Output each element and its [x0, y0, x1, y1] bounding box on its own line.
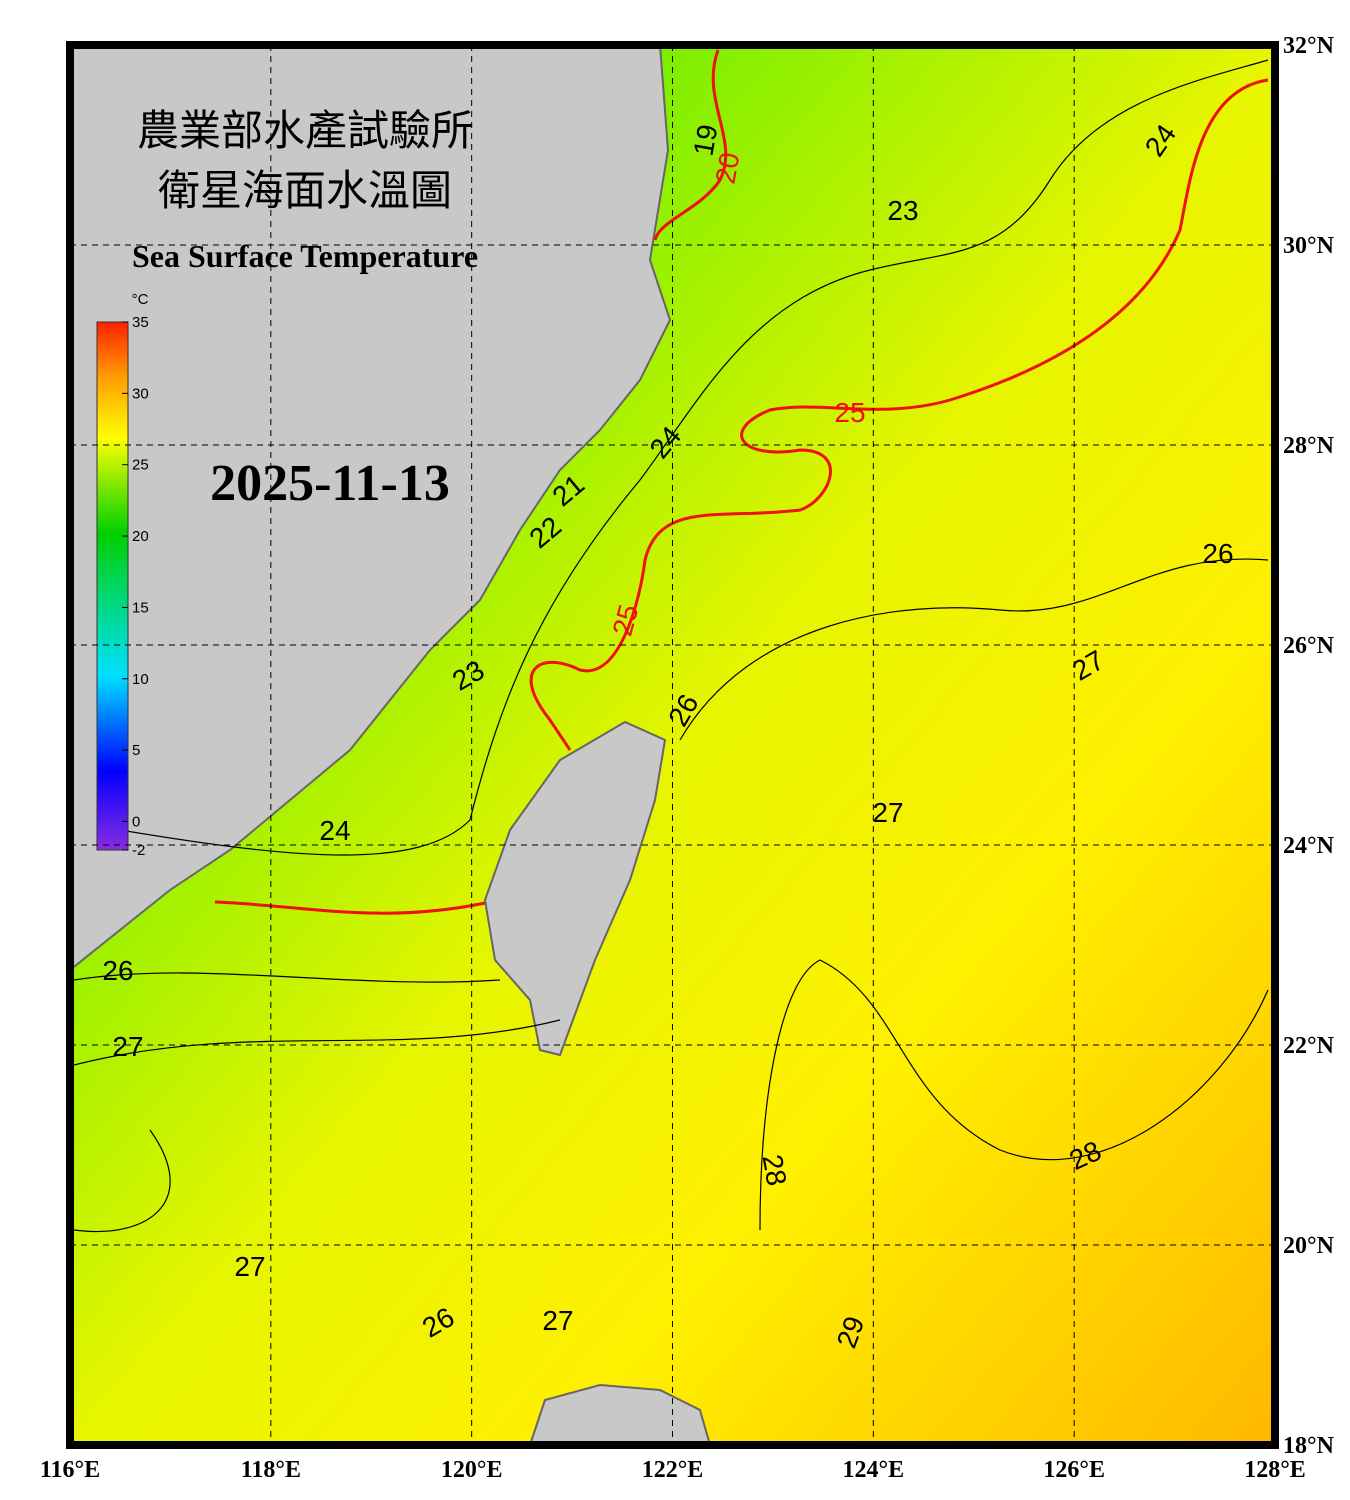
lat-label: 18°N	[1283, 1433, 1335, 1459]
contour-label: 19	[688, 122, 724, 158]
colorbar-label: 5	[132, 742, 140, 759]
title-zh-1: 農業部水產試驗所	[137, 108, 473, 155]
lat-label: 30°N	[1283, 233, 1335, 259]
title-zh-2: 衛星海面水溫圖	[158, 169, 452, 215]
contour-label: 26	[1202, 538, 1233, 569]
land-luzon	[530, 1383, 710, 1441]
lon-label: 116°E	[40, 1457, 100, 1483]
colorbar-label: 0	[132, 813, 140, 830]
contour-label: 27	[234, 1251, 265, 1282]
colorbar-label: 30	[132, 385, 149, 402]
lon-label: 120°E	[441, 1457, 503, 1483]
lon-label: 122°E	[642, 1457, 704, 1483]
lon-label: 124°E	[843, 1457, 905, 1483]
lon-label: 126°E	[1043, 1457, 1105, 1483]
contour-line	[653, 49, 728, 241]
contour-label: 23	[887, 195, 918, 226]
contour-label: 24	[319, 815, 350, 846]
contour-label: 25	[834, 397, 865, 428]
colorbar-label: 35	[132, 314, 149, 331]
colorbar-label: -2	[132, 842, 145, 859]
date: 2025-11-13	[210, 455, 450, 512]
colorbar-label: 10	[132, 671, 149, 688]
lat-label: 28°N	[1283, 433, 1335, 459]
contour-label: 20	[710, 150, 746, 186]
contour-label: 27	[112, 1031, 143, 1062]
lat-label: 24°N	[1283, 833, 1335, 859]
lat-label: 22°N	[1283, 1033, 1335, 1059]
colorbar-label: 15	[132, 599, 149, 616]
contour-label: 27	[542, 1305, 573, 1336]
lon-label: 128°E	[1244, 1457, 1306, 1483]
colorbar-label: 20	[132, 528, 149, 545]
contour-line	[214, 900, 486, 915]
contour-label: 28	[757, 1152, 793, 1188]
contour-label: 26	[102, 955, 133, 986]
lat-label: 32°N	[1283, 33, 1335, 59]
title-en: Sea Surface Temperature	[132, 238, 478, 274]
land-china	[74, 49, 672, 969]
colorbar-unit: °C	[132, 291, 149, 308]
contour-label: 27	[872, 797, 903, 828]
contour-line	[529, 78, 1269, 751]
lat-label: 26°N	[1283, 633, 1335, 659]
lon-label: 118°E	[241, 1457, 301, 1483]
land-taiwan	[483, 720, 667, 1057]
lat-label: 20°N	[1283, 1233, 1335, 1259]
colorbar-label: 25	[132, 457, 149, 474]
colorbar	[96, 321, 129, 851]
contour-line	[74, 59, 1269, 1233]
